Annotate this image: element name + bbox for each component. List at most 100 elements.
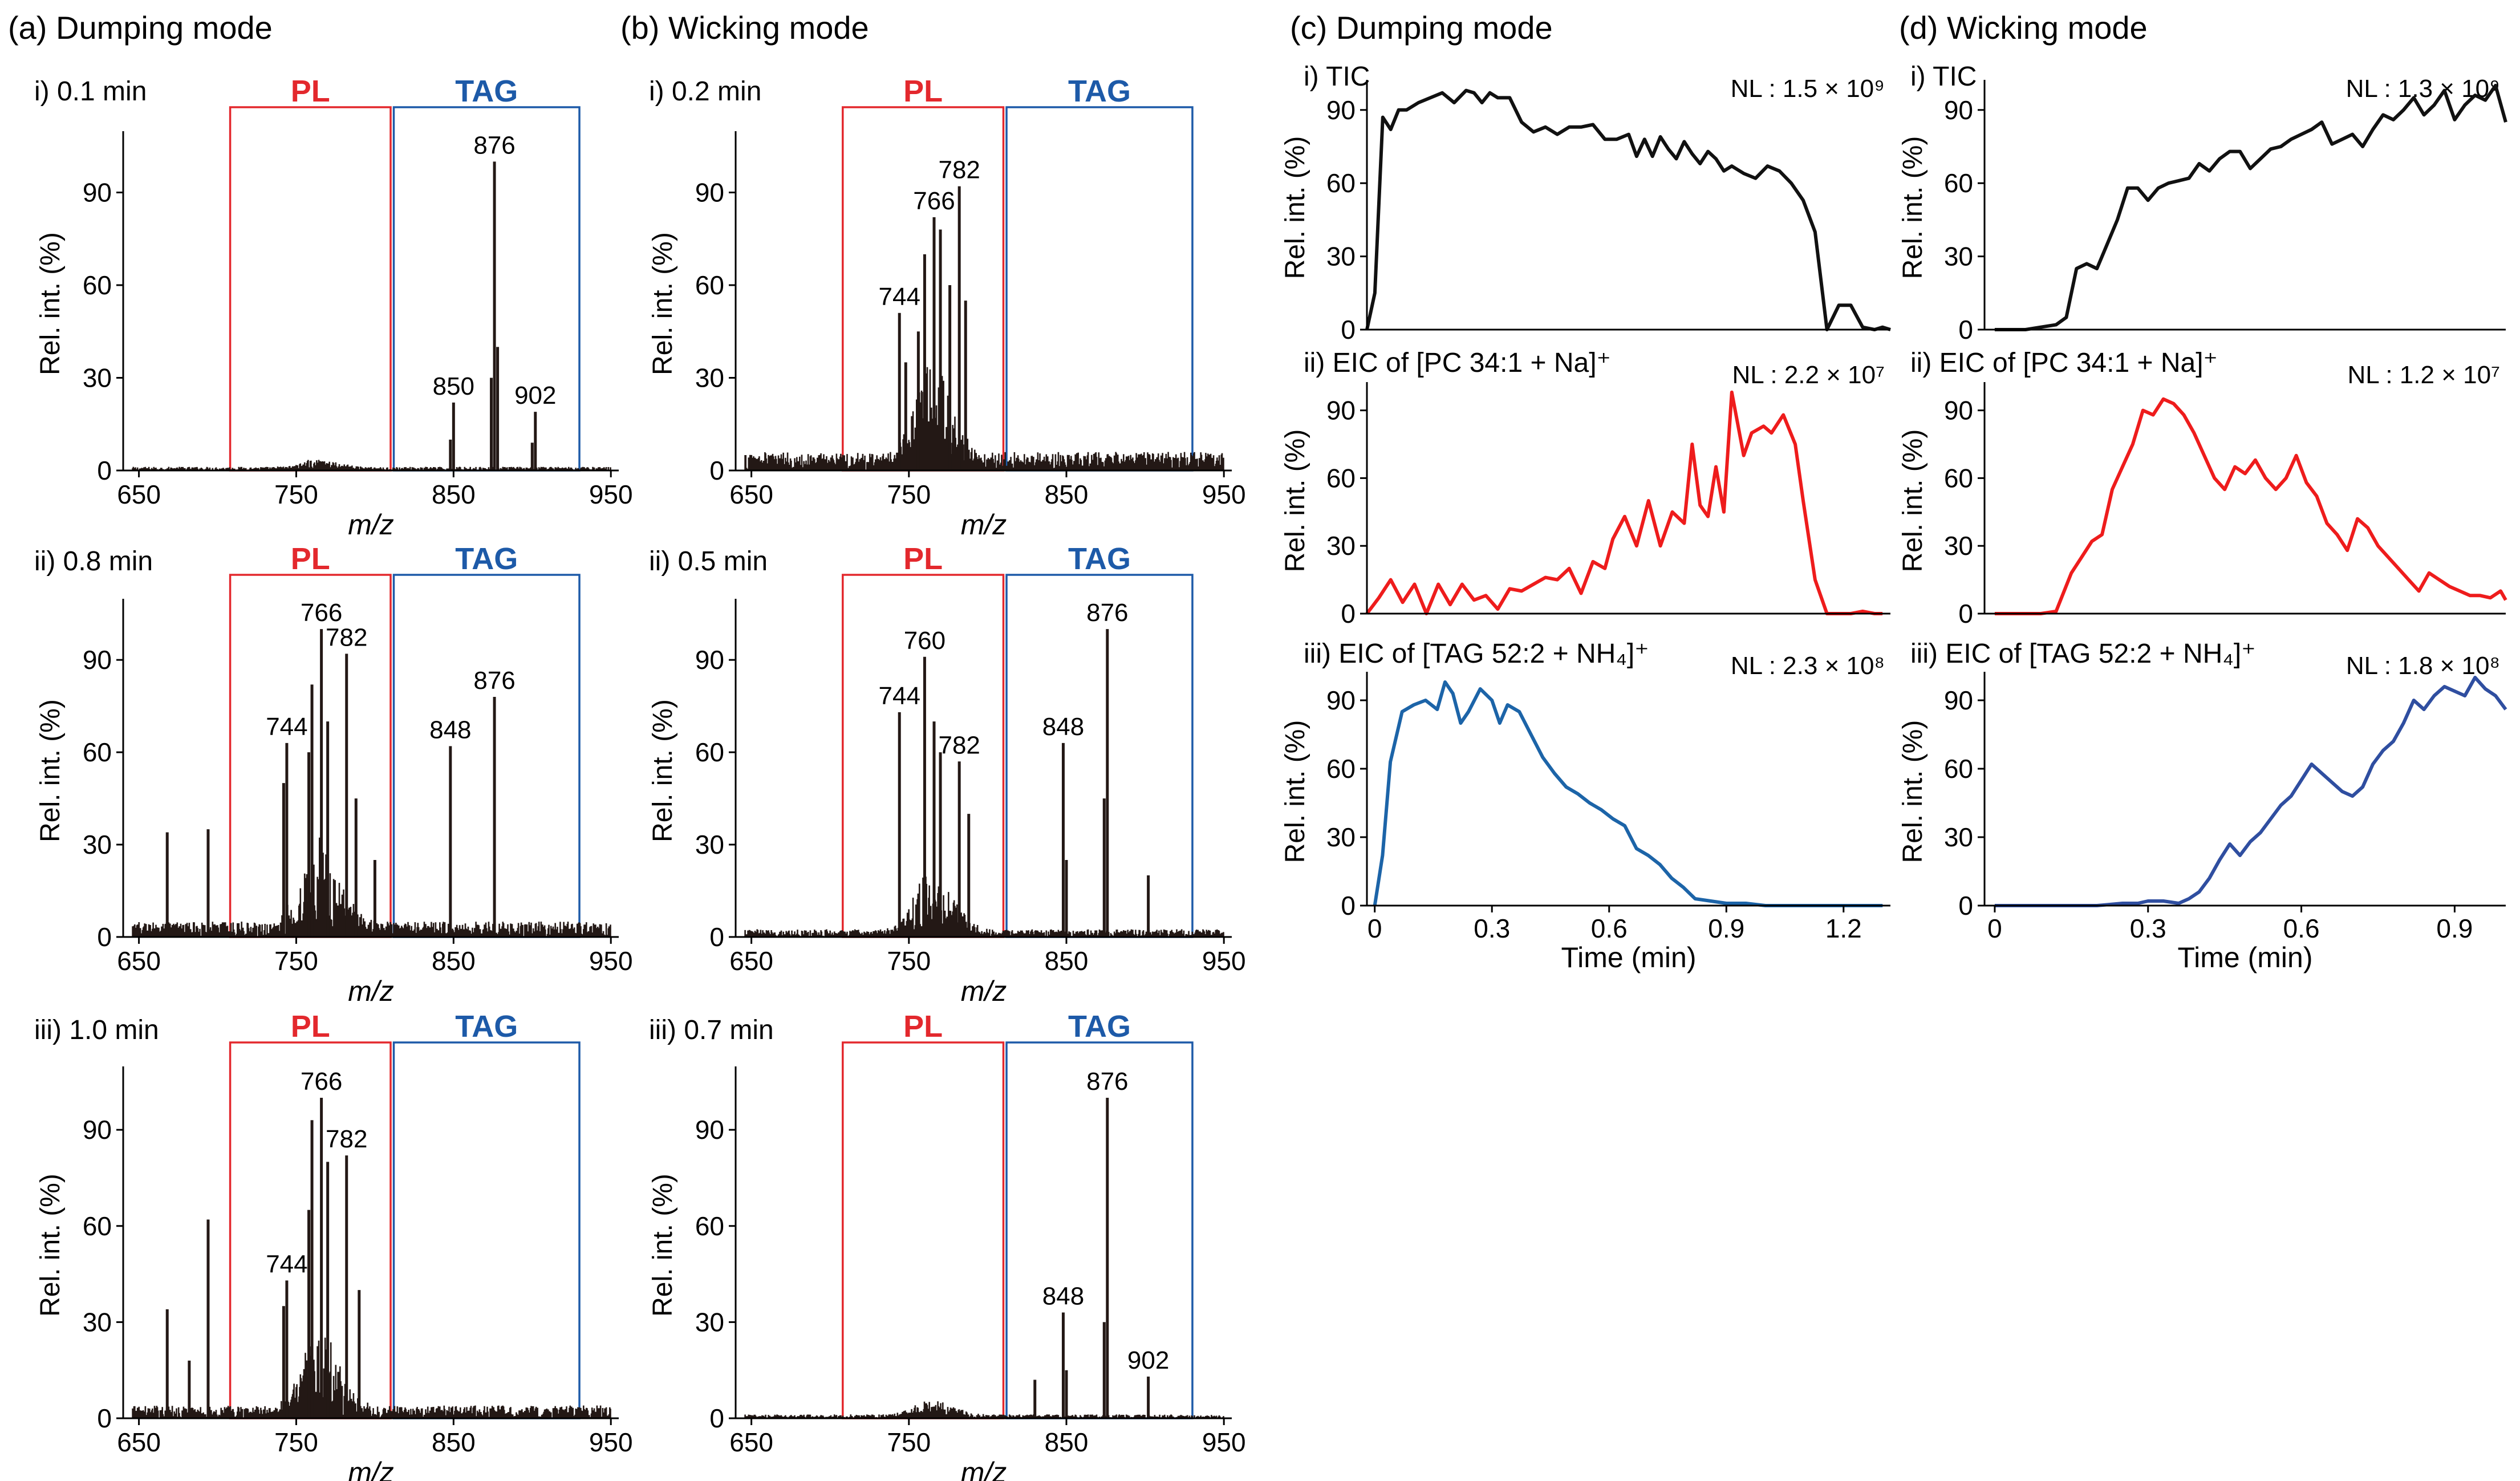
x-axis-label: m/z [348, 975, 394, 1007]
y-tick-label: 60 [695, 737, 724, 767]
y-tick-label: 90 [1326, 95, 1356, 125]
y-axis-label: Rel. int. (%) [1898, 720, 1928, 863]
peak-label-782: 782 [938, 156, 980, 184]
spectrum-panel-b3: iii) 0.7 min PL TAG 848 876 902 0 30 60 90 650 750 8… [648, 1009, 1246, 1481]
peak-label-876: 876 [473, 131, 515, 159]
spectrum-noise-a2 [132, 837, 611, 937]
nl-label-d1: NL : 1.3 × 10⁹ [2346, 75, 2500, 103]
panel-title-b3: iii) 0.7 min [649, 1015, 774, 1045]
x-tick-label: 850 [432, 946, 476, 976]
peak-label-766: 766 [913, 187, 955, 215]
x-tick-label: 850 [1045, 1427, 1089, 1457]
y-tick-label: 30 [1326, 242, 1356, 271]
y-axis-label: Rel. int. (%) [648, 699, 678, 842]
x-axis-label: m/z [961, 509, 1007, 541]
y-tick-label: 60 [1326, 168, 1356, 198]
x-tick-label: 650 [729, 946, 773, 976]
panel-title-b2: ii) 0.5 min [649, 546, 768, 577]
series-line-c1 [1365, 88, 1891, 331]
timecourse-panel-d2: ii) EIC of [PC 34:1 + Na]⁺ NL : 1.2 × 10⁷… [1898, 348, 2507, 628]
x-axis-label: m/z [348, 509, 394, 541]
nl-label-d2: NL : 1.2 × 10⁷ [2348, 361, 2500, 389]
peak-label-744: 744 [266, 1250, 307, 1278]
y-tick-label: 0 [709, 1403, 724, 1433]
spectrum-noise-b2 [744, 877, 1224, 937]
x-axis-label: m/z [961, 975, 1007, 1007]
section-c-title: (c) Dumping mode [1290, 10, 1553, 46]
y-axis-label: Rel. int. (%) [35, 699, 66, 842]
timecourse-panel-c2: ii) EIC of [PC 34:1 + Na]⁺ NL : 2.2 × 10⁷… [1280, 348, 1890, 628]
panel-title-b1: i) 0.2 min [649, 76, 761, 107]
x-tick-label: 750 [887, 946, 931, 976]
tag-box [1005, 106, 1194, 472]
tag-box [392, 1041, 581, 1419]
y-tick-label: 90 [83, 1115, 112, 1145]
y-axis-label: Rel. int. (%) [1280, 720, 1310, 863]
y-axis-label: Rel. int. (%) [1280, 136, 1310, 279]
spectrum-noise-a3 [132, 1337, 611, 1418]
section-b-title: (b) Wicking mode [620, 10, 869, 46]
peak-label-902: 902 [514, 382, 556, 409]
peak-label-848: 848 [429, 716, 471, 744]
peak-label-848: 848 [1042, 713, 1084, 741]
y-tick-label: 30 [83, 1307, 112, 1337]
pl-box-label: PL [291, 542, 330, 576]
series-line-d3 [1994, 676, 2507, 907]
timecourse-panel-c1: i) TIC NL : 1.5 × 10⁹ 0 30 60 90 Rel. int. (%) [1280, 62, 1891, 344]
x-tick-label: 950 [1202, 480, 1246, 509]
y-tick-label: 60 [1944, 754, 1973, 784]
tag-box-label: TAG [1068, 1009, 1131, 1044]
y-tick-label: 30 [1944, 531, 1973, 561]
x-tick-label: 950 [1202, 1427, 1246, 1457]
pl-box-label: PL [291, 1009, 330, 1044]
y-tick-label: 30 [1326, 822, 1356, 852]
y-tick-label: 90 [695, 1115, 724, 1145]
y-axis-label: Rel. int. (%) [1898, 136, 1928, 279]
y-tick-label: 90 [1944, 95, 1973, 125]
pl-box [229, 106, 392, 472]
x-axis-label: Time (min) [2177, 942, 2312, 973]
pl-box-label: PL [903, 542, 943, 576]
x-tick-label: 0.9 [2436, 914, 2473, 943]
panel-title-c1: i) TIC [1304, 62, 1370, 92]
tag-box-label: TAG [1068, 74, 1131, 108]
peak-label-782: 782 [326, 1125, 367, 1153]
series-line-c3 [1373, 680, 1883, 907]
x-tick-label: 650 [729, 1427, 773, 1457]
spectrum-panel-a3: iii) 1.0 min PL TAG 744 766 782 0 30 60 90 650 750 8… [34, 1009, 633, 1481]
y-tick-label: 60 [695, 1211, 724, 1241]
y-tick-label: 90 [695, 178, 724, 208]
x-tick-label: 750 [274, 1427, 318, 1457]
x-tick-label: 750 [274, 946, 318, 976]
y-tick-label: 90 [695, 645, 724, 675]
spectrum-noise-b1 [744, 367, 1224, 470]
y-tick-label: 60 [695, 270, 724, 300]
peak-label-876: 876 [1086, 599, 1128, 627]
x-tick-label: 850 [1045, 946, 1089, 976]
tag-box-label: TAG [1068, 542, 1131, 576]
y-axis-label: Rel. int. (%) [35, 232, 66, 375]
panels-layer: i) 0.1 min PL TAG 850 876 902 0 30 60 90 650 750 850… [34, 62, 2507, 1481]
y-axis-label: Rel. int. (%) [1280, 429, 1310, 573]
x-axis-label: Time (min) [1561, 942, 1696, 973]
y-tick-label: 0 [1958, 891, 1973, 920]
x-tick-label: 0.9 [1708, 914, 1744, 943]
peak-label-782: 782 [326, 623, 367, 651]
x-tick-label: 1.2 [1825, 914, 1862, 943]
y-tick-label: 0 [1958, 599, 1973, 628]
y-tick-label: 90 [83, 178, 112, 208]
panel-title-d2: ii) EIC of [PC 34:1 + Na]⁺ [1910, 348, 2218, 378]
y-tick-label: 60 [83, 1211, 112, 1241]
y-tick-label: 0 [709, 922, 724, 952]
x-tick-label: 850 [432, 1427, 476, 1457]
y-tick-label: 90 [1944, 396, 1973, 425]
spectrum-panel-a1: i) 0.1 min PL TAG 850 876 902 0 30 60 90 650 750 850… [34, 74, 633, 541]
y-tick-label: 60 [1944, 168, 1973, 198]
x-tick-label: 0.6 [2283, 914, 2320, 943]
peak-label-744: 744 [879, 682, 920, 710]
nl-label-c3: NL : 2.3 × 10⁸ [1731, 652, 1885, 680]
y-tick-label: 90 [1944, 685, 1973, 715]
x-tick-label: 750 [887, 1427, 931, 1457]
peak-label-876: 876 [473, 667, 515, 695]
